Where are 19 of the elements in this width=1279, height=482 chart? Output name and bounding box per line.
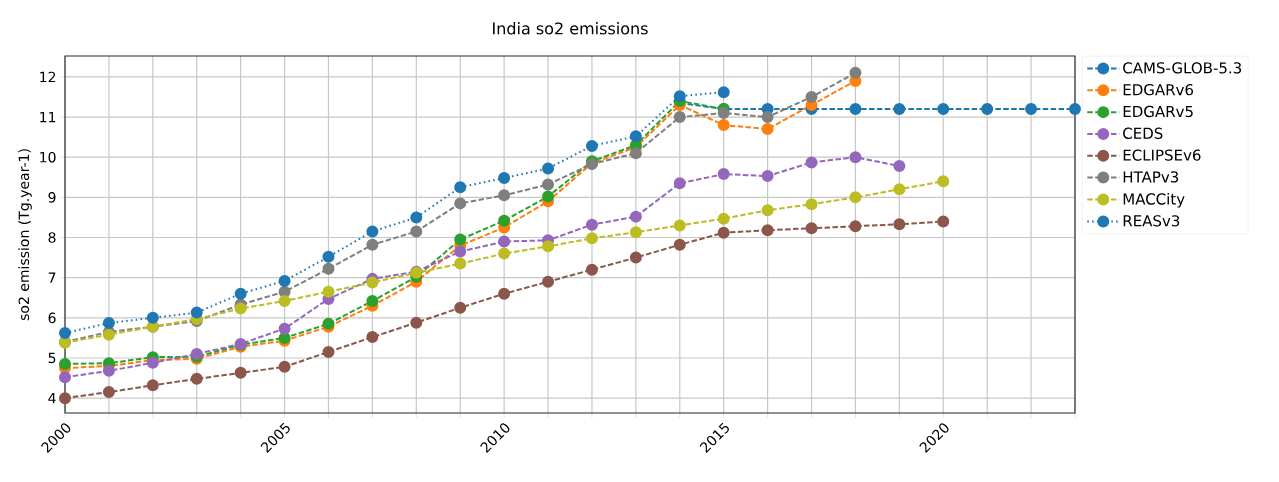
y-tick-label: 10 bbox=[40, 151, 56, 163]
legend-label: ECLIPSEv6 bbox=[1123, 149, 1201, 161]
y-tick-label: 6 bbox=[48, 312, 56, 324]
y-tick-label: 4 bbox=[48, 393, 56, 404]
y-tick-label: 12 bbox=[40, 71, 56, 83]
y-tick-label: 7 bbox=[48, 272, 56, 283]
legend-label: CEDS bbox=[1123, 127, 1163, 139]
y-tick-label: 9 bbox=[48, 192, 56, 203]
chart-title: India so2 emissions bbox=[493, 22, 648, 35]
y-axis-title: so2 emission (Tg.year-1) bbox=[18, 149, 32, 321]
legend-label: REASv3 bbox=[1123, 215, 1180, 227]
y-tick-label: 5 bbox=[48, 352, 56, 364]
y-tick-label: 11 bbox=[40, 111, 56, 123]
legend-label: EDGARv5 bbox=[1123, 105, 1193, 118]
legend-label: HTAPv3 bbox=[1123, 171, 1179, 183]
legend-label: EDGARv6 bbox=[1123, 84, 1194, 96]
y-tick-label: 8 bbox=[48, 232, 56, 243]
legend-label: CAMS-GLOB-5.3 bbox=[1123, 62, 1242, 74]
legend-label: MACCity bbox=[1123, 193, 1185, 208]
